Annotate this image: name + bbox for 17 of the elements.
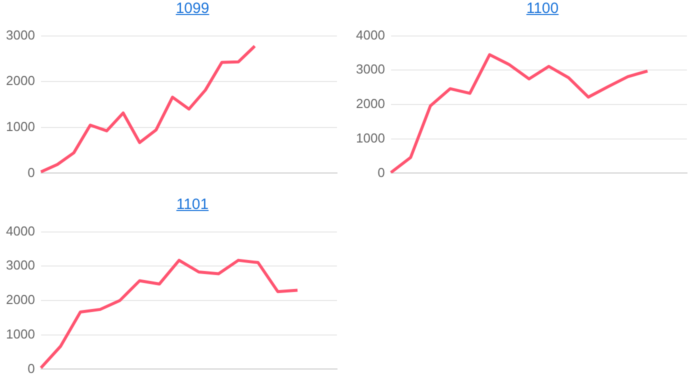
y-tick-label: 3000 bbox=[6, 258, 35, 273]
y-tick-label: 2000 bbox=[6, 73, 35, 88]
chart-title: 1100 bbox=[526, 0, 559, 17]
y-tick-label: 1000 bbox=[356, 130, 385, 146]
y-tick-label: 3000 bbox=[6, 27, 35, 42]
chart-title: 1101 bbox=[176, 196, 209, 213]
y-tick-label: 4000 bbox=[6, 223, 35, 238]
y-tick-label: 0 bbox=[28, 360, 35, 376]
y-tick-label: 4000 bbox=[356, 27, 385, 42]
y-tick-label: 0 bbox=[28, 164, 35, 180]
y-tick-label: 2000 bbox=[356, 96, 385, 112]
y-tick-label: 2000 bbox=[6, 292, 35, 308]
y-tick-label: 1000 bbox=[6, 118, 35, 134]
y-tick-label: 1000 bbox=[6, 326, 35, 342]
chart-title: 1099 bbox=[176, 0, 210, 17]
y-tick-label: 0 bbox=[378, 164, 385, 180]
y-tick-label: 3000 bbox=[356, 62, 385, 77]
